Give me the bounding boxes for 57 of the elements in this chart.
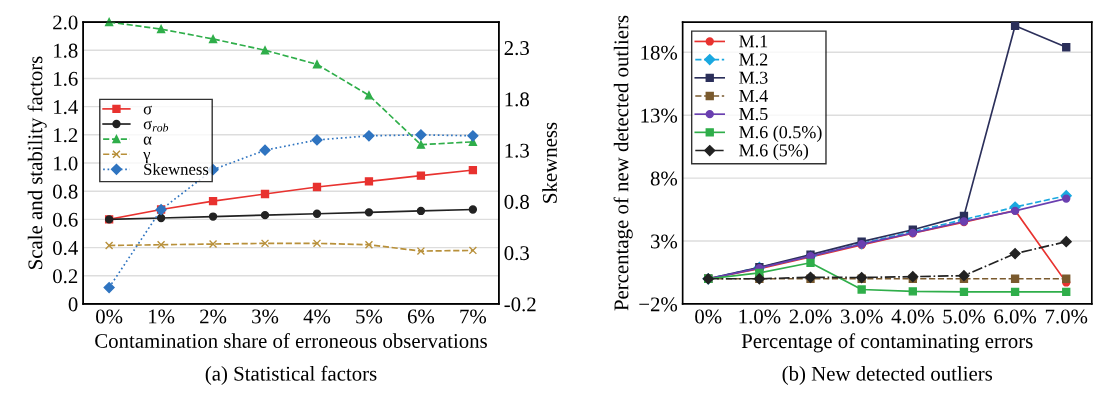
legend-label: α <box>143 136 152 145</box>
y-axis-title: Percentage of new detected outliers <box>613 15 633 311</box>
y-tick-label: 8% <box>650 171 678 186</box>
y2-tick-label: -0.2 <box>504 297 536 312</box>
y-tick-label: 18% <box>641 45 678 60</box>
y2-tick-label: 2.3 <box>504 41 529 56</box>
x-tick-label: 0% <box>96 309 123 324</box>
y-tick-label: 1.2 <box>54 128 78 143</box>
x-tick-label: 4% <box>303 309 331 324</box>
x-tick-label: 4.0% <box>891 309 934 324</box>
y2-tick-label: 1.8 <box>505 92 529 107</box>
text: (b) New detected outliers <box>782 366 993 385</box>
x-tick-label: 2.0% <box>789 309 832 324</box>
y-tick-label: 0.2 <box>53 269 78 284</box>
legend-label: M.6 (0.5%) <box>739 125 822 142</box>
x-tick-label: 3% <box>252 309 279 324</box>
y-tick-label: 3% <box>651 234 678 249</box>
x-tick-label: 3.0% <box>840 309 883 324</box>
x-tick-label: 6% <box>407 309 435 324</box>
y-tick-label: 1.0 <box>54 156 78 171</box>
y2-axis-title: Skewness <box>542 122 557 203</box>
x-axis-title: Contamination share of erroneous observations <box>95 333 487 348</box>
legend-label: Skewness <box>144 163 209 175</box>
legend-label: M.4 <box>739 89 768 103</box>
x-tick-label: 5.0% <box>943 309 985 324</box>
x-tick-label: 7.0% <box>1045 309 1088 324</box>
y-tick-label: 0.4 <box>53 240 78 256</box>
x-tick-label: 1.0% <box>739 309 781 324</box>
y-tick-label: 1.6 <box>54 71 78 86</box>
legend-label: M.5 <box>739 108 768 121</box>
text: (a) Statistical factors <box>205 365 377 385</box>
y-tick-label: 0.6 <box>53 212 78 227</box>
legend-label: γ <box>143 151 151 164</box>
y-tick-label: −2% <box>639 297 678 312</box>
y-tick-label: 2.0 <box>53 15 78 30</box>
x-tick-label: 1% <box>149 309 175 324</box>
x-tick-label: 0% <box>695 309 722 324</box>
x-axis-title: Percentage of contaminating errors <box>741 333 1033 353</box>
legend-label: M.3 <box>739 71 768 84</box>
y2-tick-label: 0.8 <box>504 194 529 209</box>
legend-label: σ$_{rob}$ <box>143 120 169 132</box>
x-tick-label: 2% <box>200 309 227 324</box>
y-tick-label: 13% <box>641 108 678 123</box>
x-tick-label: 6.0% <box>994 309 1037 324</box>
legend-label: M.2 <box>739 53 768 66</box>
y-tick-label: 0 <box>68 297 78 312</box>
legend-label: σ <box>143 105 152 115</box>
y-axis-title: Scale and stability factors <box>27 56 47 269</box>
y-tick-label: 1.4 <box>54 100 78 115</box>
y-tick-label: 1.8 <box>54 43 78 58</box>
x-tick-label: 7% <box>460 309 487 324</box>
y-tick-label: 0.8 <box>53 184 78 199</box>
x-tick-label: 5% <box>356 309 383 324</box>
y2-tick-label: 1.3 <box>505 143 529 158</box>
legend-label: M.6 (5%) <box>739 143 809 161</box>
y2-tick-label: 0.3 <box>504 246 529 261</box>
legend-label: M.1 <box>739 35 768 48</box>
